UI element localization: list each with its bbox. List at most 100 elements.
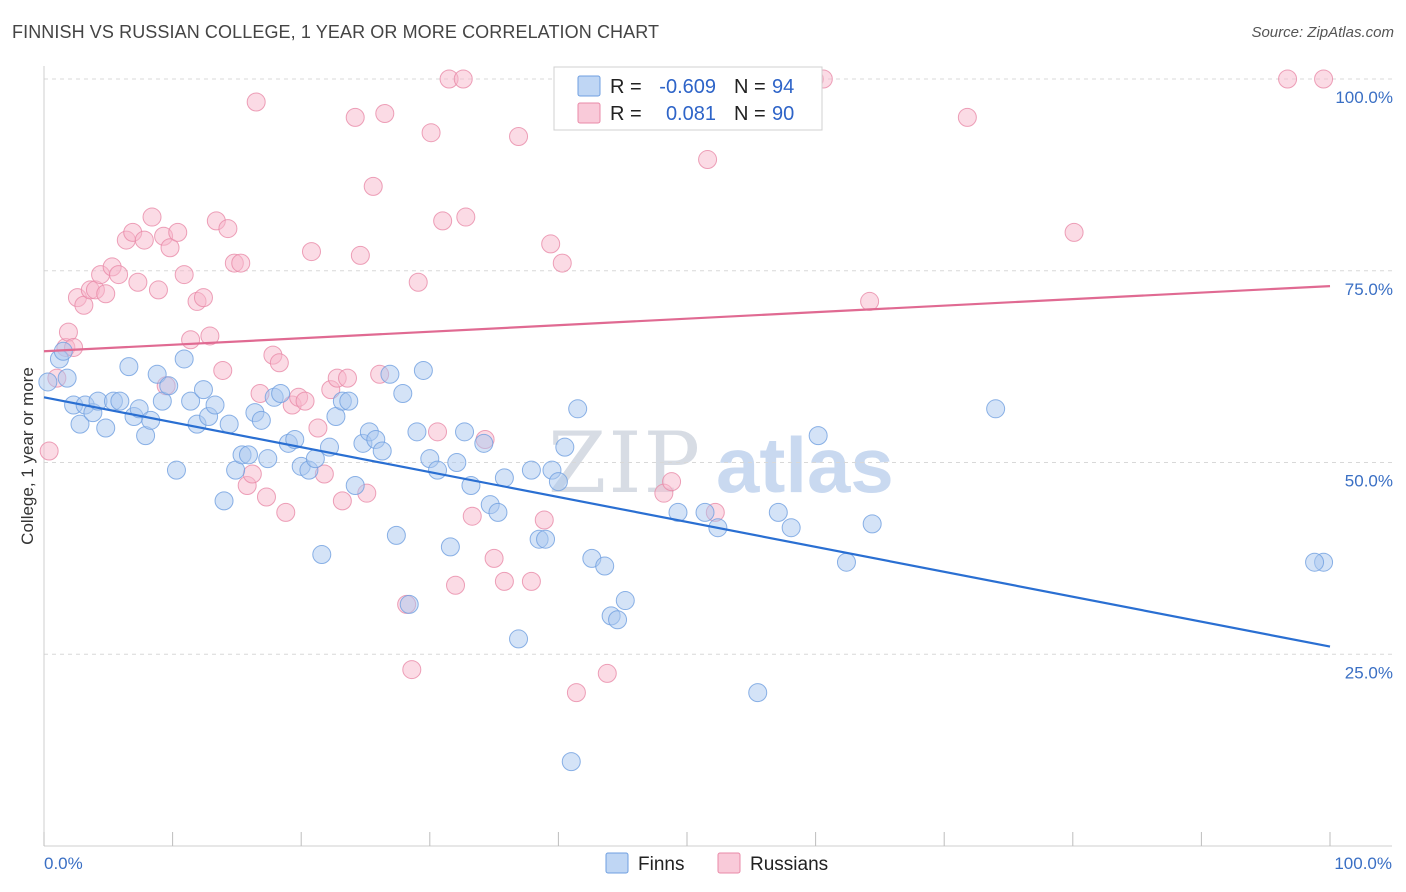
finns-point-62 [455,422,475,442]
russians-point-75 [597,663,617,683]
finns-point-0 [38,372,58,392]
finns-point-19 [159,376,179,396]
russians-point-41 [295,391,315,411]
finns-point-68 [509,629,529,649]
finns-point-22 [181,391,201,411]
finns-point-26 [205,395,225,415]
russians-points [39,69,1334,703]
russians-point-78 [662,472,682,492]
russians-point-52 [363,176,383,196]
chart-title: FINNISH VS RUSSIAN COLLEGE, 1 YEAR OR MO… [12,22,660,42]
russians-point-57 [408,272,428,292]
finns-point-28 [219,414,239,434]
russians-point-35 [256,487,276,507]
grid-lines [44,78,1392,655]
watermark-atlas: atlas [716,421,894,509]
x-tick-label-min: 0.0% [44,854,83,873]
russians-point-83 [860,291,880,311]
finns-point-88 [808,426,828,446]
russians-point-70 [521,571,541,591]
russians-point-65 [462,506,482,526]
finns-point-71 [536,529,556,549]
finns-point-27 [214,491,234,511]
russians-point-84 [957,107,977,127]
finns-point-14 [129,399,149,419]
finns-point-56 [407,422,427,442]
russians-point-49 [345,107,365,127]
russians-point-63 [453,69,473,89]
russians-point-31 [231,253,251,273]
finns-point-69 [521,460,541,480]
finns-point-20 [166,460,186,480]
russians-point-72 [541,234,561,254]
finns-point-93 [1305,552,1325,572]
russians-point-67 [484,548,504,568]
finns-points [38,341,1334,772]
finns-point-42 [312,545,332,565]
finns-point-82 [668,502,688,522]
finns-point-64 [474,433,494,453]
finns-point-81 [615,591,635,611]
finns-point-76 [568,399,588,419]
finns-point-59 [428,460,448,480]
russians-point-56 [402,660,422,680]
finns-point-67 [494,468,514,488]
russians-point-85 [1064,222,1084,242]
finns-point-78 [595,556,615,576]
russians-point-15 [128,272,148,292]
russians-point-25 [193,288,213,308]
finns-point-57 [413,360,433,380]
russians-point-88 [246,92,266,112]
finns-point-51 [372,441,392,461]
bottom-legend: Finns Russians [605,852,828,875]
russians-point-43 [308,418,328,438]
russians-trend-line [43,284,1331,353]
finns-point-55 [399,594,419,614]
finns-point-86 [768,502,788,522]
finns-point-73 [548,472,568,492]
finns-point-47 [345,476,365,496]
finns-point-89 [836,552,856,572]
finns-point-83 [695,502,715,522]
legend-r-label-russians: R = [610,103,642,125]
y-tick-label-25: 25.0% [1345,663,1393,682]
finns-point-91 [986,399,1006,419]
finns-trend-line [43,396,1331,648]
russians-point-12 [109,265,129,285]
russians-point-38 [276,502,296,522]
bottom-legend-label-finns: Finns [638,854,684,875]
finns-point-46 [339,391,359,411]
russians-point-28 [213,360,233,380]
legend-swatch-finns [577,75,601,97]
y-tick-labels: 100.0% 75.0% 50.0% 25.0% [1335,88,1393,682]
finns-point-75 [561,752,581,772]
y-axis-title: College, 1 year or more [18,367,37,545]
russians-point-71 [534,510,554,530]
russians-point-54 [375,104,395,124]
source-label: Source: ZipAtlas.com [1251,24,1394,41]
russians-point-79 [698,150,718,170]
finns-point-74 [555,437,575,457]
russians-point-17 [142,207,162,227]
legend-r-label-finns: R = [610,76,642,98]
legend-r-value-russians: 0.081 [666,103,716,125]
russians-point-10 [96,284,116,304]
russians-point-26 [200,326,220,346]
finns-point-52 [380,364,400,384]
russians-point-60 [433,211,453,231]
russians-point-42 [301,242,321,262]
y-tick-label-100: 100.0% [1335,88,1393,107]
finns-point-80 [608,610,628,630]
russians-point-74 [566,683,586,703]
finns-point-61 [447,453,467,472]
finns-point-12 [119,357,139,377]
russians-point-0 [39,441,59,461]
finns-point-34 [258,449,278,469]
finns-point-87 [781,518,801,538]
finns-point-17 [147,364,167,384]
legend-box: R = -0.609 N = 94 R = 0.081 N = 90 [553,66,823,131]
russians-point-73 [552,253,572,273]
finns-point-66 [488,502,508,522]
legend-n-label-finns: N = [734,76,766,98]
